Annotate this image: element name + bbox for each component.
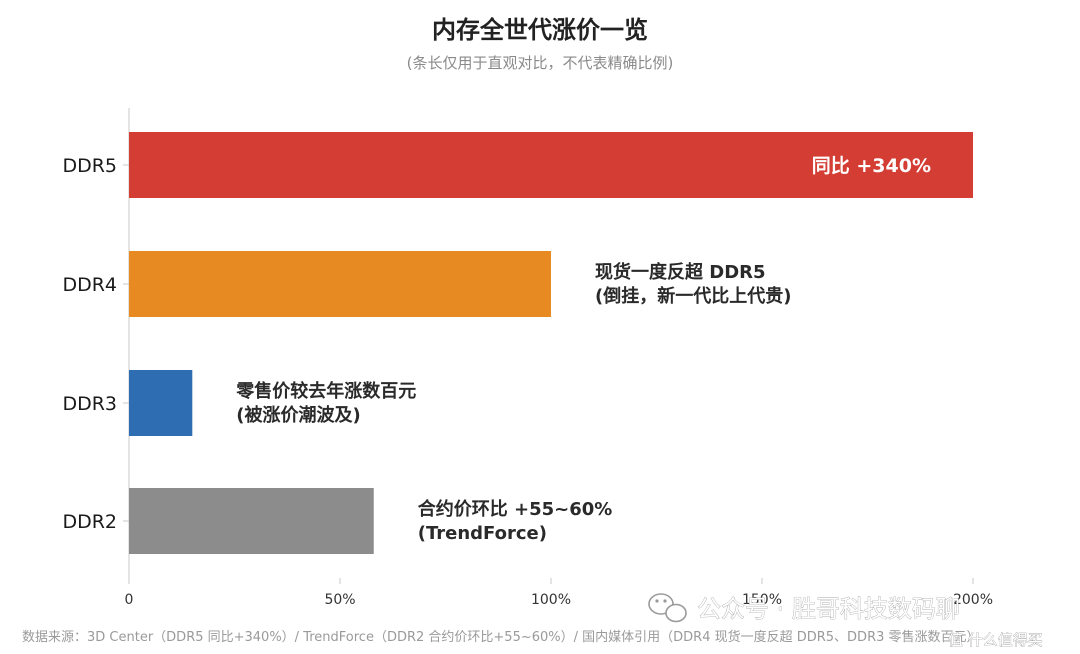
chart-title: 内存全世代涨价一览 — [432, 16, 648, 44]
source-note: 数据来源：3D Center（DDR5 同比+340%）/ TrendForce… — [22, 629, 980, 645]
annotations: 同比 +340% 现货一度反超 DDR5(倒挂，新一代比上代贵) 零售价较去年涨数百… — [235, 155, 931, 544]
x-axis-ticks: 0 50% 100% 150% 200% — [125, 578, 993, 608]
annotation-ddr2-line-2: (TrendForce) — [418, 523, 547, 544]
annotation-ddr3-line-2: (被涨价潮波及) — [236, 404, 360, 426]
category-labels: DDR5 DDR4 DDR3 DDR2 — [62, 155, 129, 533]
annotation-ddr4-line-2: (倒挂，新一代比上代贵) — [595, 285, 791, 307]
watermark: 公众号 · 胜哥科技数码聊 值 什么值得买 — [648, 593, 1043, 649]
category-label-ddr5: DDR5 — [62, 155, 117, 177]
annotation-ddr5-line-1: 同比 +340% — [812, 155, 931, 177]
x-tick-label: 0 — [125, 592, 134, 608]
wechat-icon — [648, 593, 687, 623]
bar-ddr2 — [129, 488, 374, 554]
annotation-ddr2-line-1: 合约价环比 +55~60% — [418, 498, 613, 520]
bar-ddr4 — [129, 251, 551, 317]
x-tick-label: 200% — [953, 592, 993, 608]
annotation-ddr3-line-1: 零售价较去年涨数百元 — [235, 380, 416, 402]
bars — [129, 132, 973, 554]
chart-subtitle: (条长仅用于直观对比，不代表精确比例) — [407, 54, 674, 72]
x-tick-label: 50% — [324, 592, 355, 608]
bar-ddr5 — [129, 132, 973, 198]
watermark-text: 公众号 · 胜哥科技数码聊 — [697, 595, 960, 623]
x-tick-label: 100% — [531, 592, 571, 608]
annotation-ddr4-line-1: 现货一度反超 DDR5 — [595, 261, 766, 283]
category-label-ddr4: DDR4 — [62, 274, 117, 296]
watermark-secondary-text: 值 什么值得买 — [948, 631, 1043, 649]
category-label-ddr2: DDR2 — [62, 511, 117, 533]
bar-ddr3 — [129, 370, 193, 436]
category-label-ddr3: DDR3 — [62, 393, 117, 415]
x-tick-label: 150% — [742, 592, 782, 608]
